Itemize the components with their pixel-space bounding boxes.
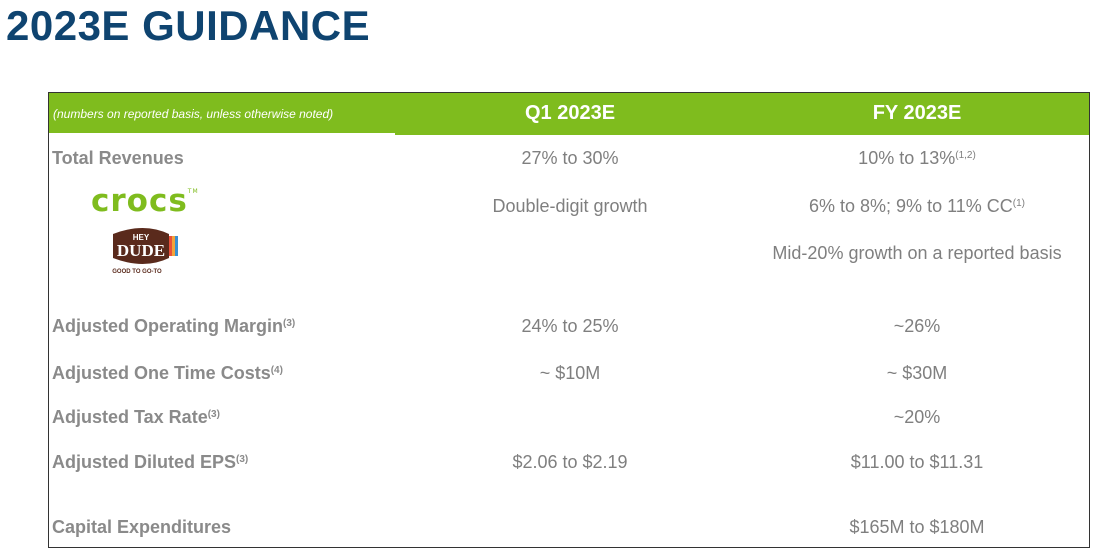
heydude-logo: HEY DUDE GOOD TO GO-TO [112,228,178,275]
row-label-adj-diluted-eps: Adjusted Diluted EPS(3) [52,452,249,472]
heydude-fy: Mid-20% growth on a reported basis [772,243,1062,263]
adj-tax-rate-fy: ~20% [893,407,941,427]
crocs-logo: crocsTM [91,183,199,219]
svg-text:HEY: HEY [133,233,150,242]
footnote-ref: (3) [283,318,296,329]
footnote-ref: (4) [270,365,283,376]
row-label-total-revenues: Total Revenues [52,148,184,168]
header-divider [49,133,395,135]
table-header: (numbers on reported basis, unless other… [49,93,1089,135]
adj-diluted-eps-q1: $2.06 to $2.19 [512,452,628,472]
adj-one-time-costs-q1: ~ $10M [539,363,601,383]
adj-one-time-costs-fy: ~ $30M [886,363,948,383]
svg-text:DUDE: DUDE [117,241,165,260]
column-header-q1: Q1 2023E [524,102,616,124]
adj-operating-margin-q1: 24% to 25% [521,316,619,336]
adj-operating-margin-fy: ~26% [893,316,941,336]
row-label-adj-tax-rate: Adjusted Tax Rate(3) [52,407,220,427]
row-label-adj-operating-margin: Adjusted Operating Margin(3) [52,316,296,336]
footnote-ref: (1,2) [955,150,976,161]
column-header-fy: FY 2023E [872,102,962,124]
header-note: (numbers on reported basis, unless other… [53,107,334,121]
footnote-ref: (3) [236,454,249,465]
footnote-ref: (3) [207,409,220,420]
total-revenues-fy: 10% to 13%(1,2) [858,148,976,168]
crocs-fy: 6% to 8%; 9% to 11% CC(1) [809,196,1025,216]
capital-expenditures-fy: $165M to $180M [849,517,985,537]
row-label-capital-expenditures: Capital Expenditures [52,517,232,537]
adj-diluted-eps-fy: $11.00 to $11.31 [850,452,984,472]
crocs-q1: Double-digit growth [492,196,648,216]
page-title: 2023E GUIDANCE [6,2,371,49]
row-label-adj-one-time-costs: Adjusted One Time Costs(4) [52,363,283,383]
svg-text:GOOD TO GO-TO: GOOD TO GO-TO [112,269,162,275]
footnote-ref: (1) [1012,198,1025,209]
total-revenues-q1: 27% to 30% [521,148,619,168]
guidance-table: (numbers on reported basis, unless other… [48,92,1090,548]
